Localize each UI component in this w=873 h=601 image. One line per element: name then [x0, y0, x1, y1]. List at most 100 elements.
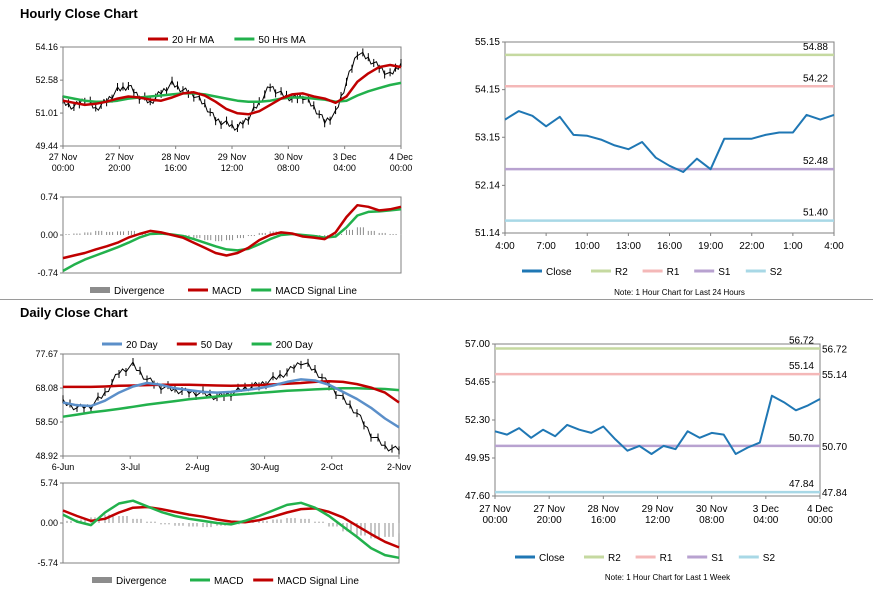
daily-price-y-label-3: 48.92: [35, 451, 58, 461]
daily-pivot-level-label-3: 47.84: [789, 479, 814, 490]
daily-price-y-label-0: 77.67: [35, 349, 58, 359]
daily-pivot-x-label-3: 29 Nov 12:00: [642, 504, 674, 526]
daily-pivot-legend-label-1: R2: [608, 553, 621, 564]
hourly-pivot-y-label-1: 54.15: [475, 85, 500, 96]
daily-pivot-x-label-4: 30 Nov 08:00: [696, 504, 728, 526]
daily-price-x-label-0: 6-Jun: [52, 462, 75, 472]
hourly-pivot-level-label-2: 52.48: [803, 156, 828, 167]
daily-pivot-legend-label-4: S2: [763, 553, 776, 564]
hourly-pivot-x-label-7: 1:00: [783, 241, 803, 252]
daily-pivot-note: Note: 1 Hour Chart for Last 1 Week: [605, 573, 731, 582]
daily-price-series-20day: [62, 378, 400, 429]
hourly-price-legend-label-0: 20 Hr MA: [172, 35, 215, 46]
hourly-pivot-series-close: [504, 110, 835, 173]
daily-price-legend-label-1: 50 Day: [201, 340, 233, 351]
hourly-macd-frame: [62, 196, 402, 274]
hourly-macd-legend-label-2: MACD Signal Line: [275, 286, 357, 297]
daily-pivot-x-label-6: 4 Dec 00:00: [807, 504, 833, 526]
daily-price-x-label-5: 2-Nov: [387, 462, 412, 472]
daily-pivot-x-label-0: 27 Nov 00:00: [479, 504, 511, 526]
hourly-price-frame: [62, 46, 402, 147]
daily-pivot-x-label-2: 28 Nov 16:00: [587, 504, 619, 526]
daily-pivot-level-label-2: 50.70: [789, 433, 814, 444]
hourly-pivot-x-label-8: 4:00: [824, 241, 844, 252]
daily-macd-legend-label-0: Divergence: [116, 576, 167, 587]
daily-macd-legend-swatch-0: [92, 577, 112, 583]
hourly-pivot-y-label-4: 51.14: [475, 228, 500, 239]
daily-pivot-legend-label-2: R1: [660, 553, 673, 564]
hourly-macd-y-label-2: -0.74: [37, 268, 58, 278]
daily-pivot-level-label-1: 55.14: [789, 361, 814, 372]
daily-section-title: Daily Close Chart: [20, 305, 128, 320]
daily-pivot-x-label-5: 3 Dec 04:00: [753, 504, 779, 526]
hourly-pivot-legend-label-4: S2: [770, 267, 783, 278]
hourly-pivot-level-label-0: 54.88: [803, 42, 828, 53]
daily-pivot-level-label-right-1: 55.14: [822, 370, 847, 381]
daily-pivot-level-label-right-0: 56.72: [822, 345, 847, 356]
daily-price-x-label-2: 2-Aug: [185, 462, 209, 472]
hourly-pivot-legend-label-3: S1: [718, 267, 731, 278]
hourly-macd-legend-label-1: MACD: [212, 286, 241, 297]
daily-price-series-50day: [63, 379, 400, 404]
hourly-price-y-label-2: 51.01: [35, 108, 58, 118]
daily-price-legend-label-2: 200 Day: [276, 340, 313, 351]
hourly-price-x-label-1: 27 Nov 20:00: [105, 152, 134, 173]
hourly-pivot-y-label-2: 53.15: [475, 132, 500, 143]
daily-price-x-label-1: 3-Jul: [120, 462, 140, 472]
hourly-price-x-label-5: 3 Dec 04:00: [333, 152, 357, 173]
hourly-pivot-note: Note: 1 Hour Chart for Last 24 Hours: [614, 288, 745, 297]
daily-pivot-y-label-0: 57.00: [465, 339, 490, 350]
daily-macd-series-signal: [62, 505, 400, 549]
section-divider: [0, 299, 873, 300]
daily-price-series-200day: [62, 387, 400, 418]
hourly-price-y-label-3: 49.44: [35, 141, 58, 151]
hourly-price-y-label-0: 54.16: [35, 42, 58, 52]
daily-macd-y-label-1: 0.00: [40, 518, 58, 528]
hourly-pivot-level-label-3: 51.40: [803, 208, 828, 219]
daily-price-x-label-3: 30-Aug: [250, 462, 279, 472]
daily-price-y-label-2: 58.50: [35, 417, 58, 427]
hourly-macd-y-label-0: 0.74: [40, 192, 58, 202]
hourly-pivot-y-label-0: 55.15: [475, 37, 500, 48]
hourly-price-x-label-0: 27 Nov 00:00: [49, 152, 78, 173]
hourly-section-title: Hourly Close Chart: [20, 6, 138, 21]
daily-pivot-y-label-2: 52.30: [465, 415, 490, 426]
daily-pivot-y-label-1: 54.65: [465, 377, 490, 388]
daily-price-y-label-1: 68.08: [35, 383, 58, 393]
hourly-macd-y-label-1: 0.00: [40, 230, 58, 240]
hourly-macd-legend-label-0: Divergence: [114, 286, 165, 297]
hourly-price-series-50hrs-ma: [62, 81, 402, 103]
daily-price-legend-label-0: 20 Day: [126, 340, 158, 351]
hourly-pivot-x-label-6: 22:00: [739, 241, 764, 252]
daily-macd-y-label-0: 5.74: [40, 478, 58, 488]
hourly-pivot-x-label-0: 4:00: [495, 241, 515, 252]
hourly-price-x-label-3: 29 Nov 12:00: [218, 152, 247, 173]
daily-macd-series-macd: [62, 499, 400, 560]
hourly-price-x-label-2: 28 Nov 16:00: [161, 152, 190, 173]
daily-price-frame: [62, 353, 400, 457]
hourly-pivot-level-label-1: 54.22: [803, 73, 828, 84]
hourly-macd-series-macd: [62, 203, 402, 260]
daily-pivot-level-label-0: 56.72: [789, 336, 814, 347]
daily-pivot-y-label-3: 49.95: [465, 453, 490, 464]
daily-pivot-y-label-4: 47.60: [465, 491, 490, 502]
daily-pivot-level-label-right-3: 47.84: [822, 488, 847, 499]
daily-price-series-price: [62, 360, 400, 452]
daily-pivot-level-label-right-2: 50.70: [822, 442, 847, 453]
hourly-price-legend-label-1: 50 Hrs MA: [258, 35, 306, 46]
hourly-pivot-x-label-4: 16:00: [657, 241, 682, 252]
daily-pivot-legend-label-0: Close: [539, 553, 565, 564]
hourly-price-series-20hr-ma: [62, 63, 402, 116]
hourly-pivot-frame: [504, 41, 835, 234]
daily-pivot-series-close: [494, 394, 821, 455]
hourly-pivot-x-label-5: 19:00: [698, 241, 723, 252]
hourly-price-x-label-6: 4 Dec 00:00: [389, 152, 413, 173]
daily-macd-legend-label-2: MACD Signal Line: [277, 576, 359, 587]
hourly-pivot-x-label-3: 13:00: [616, 241, 641, 252]
hourly-pivot-x-label-1: 7:00: [536, 241, 556, 252]
hourly-pivot-y-label-3: 52.14: [475, 180, 500, 191]
hourly-pivot-legend-label-0: Close: [546, 267, 572, 278]
hourly-macd-series-signal: [62, 208, 402, 272]
hourly-price-x-label-4: 30 Nov 08:00: [274, 152, 303, 173]
